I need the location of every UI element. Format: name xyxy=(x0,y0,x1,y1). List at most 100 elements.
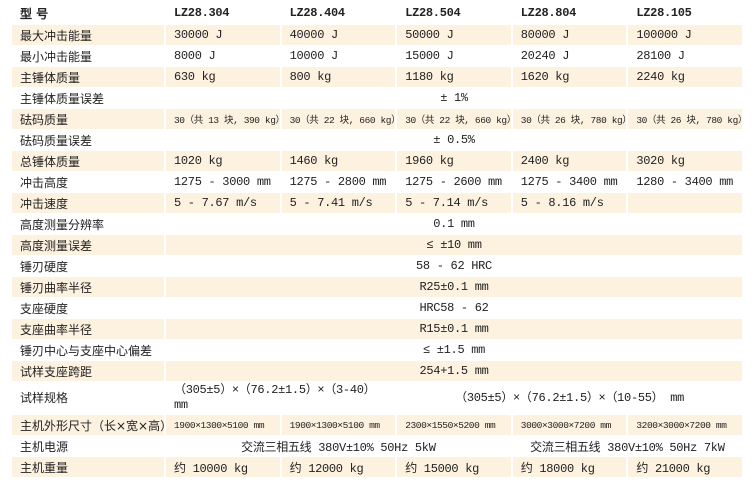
model-lz28-304: LZ28.304 xyxy=(174,6,230,20)
spec-value: 3200×3000×7200 mm xyxy=(628,415,742,435)
spec-label: 冲击速度 xyxy=(12,193,164,213)
spec-row: 主锤体质量误差 ± 1% xyxy=(12,88,742,108)
spec-value: 1275 - 2800 mm xyxy=(289,175,387,189)
spec-value xyxy=(628,193,742,213)
spec-row: 支座硬度 HRC58 - 62 xyxy=(12,298,742,318)
spec-value: （305±5）×（76.2±1.5）×（3-40） mm xyxy=(174,383,376,412)
spec-row: 最小冲击能量 8000 J 10000 J 15000 J 20240 J 28100 J xyxy=(12,46,742,66)
spec-label: 支座曲率半径 xyxy=(12,319,164,339)
spec-label: 主机电源 xyxy=(20,439,69,454)
model-lz28-804: LZ28.804 xyxy=(520,6,577,20)
spec-row: 锤刃硬度 58 - 62 HRC xyxy=(12,256,742,276)
spec-value: 100000 J xyxy=(628,25,742,45)
spec-value: 30（共 22 块, 660 kg） xyxy=(281,109,396,129)
spec-row: 砝码质量 30（共 13 块, 390 kg） 30（共 22 块, 660 kg）… xyxy=(12,109,742,129)
spec-value: ± 1% xyxy=(440,91,468,105)
spec-value: 20240 J xyxy=(520,49,570,63)
spec-row: 高度测量误差 ≤ ±10 mm xyxy=(12,235,742,255)
spec-row: 主机重量约 10000 kg 约 12000 kg 约 15000 kg 约 1800… xyxy=(12,457,742,477)
model-lz28-504: LZ28.504 xyxy=(405,6,461,20)
spec-value: 30（共 13 块, 390 kg） xyxy=(166,109,280,129)
spec-value: 5 - 7.41 m/s xyxy=(281,193,396,213)
spec-value: 交流三相五线 380V±10% 50Hz 7kW xyxy=(530,440,725,455)
spec-label: 最大冲击能量 xyxy=(12,25,164,45)
spec-row: 冲击高度 1275 - 3000 mm 1275 - 2800 mm 1275 - 2… xyxy=(12,172,742,192)
spec-value: 1275 - 3000 mm xyxy=(174,175,271,189)
spec-value: ± 0.5% xyxy=(433,133,475,147)
spec-label: 主锤体质量误差 xyxy=(20,91,105,106)
spec-value: 800 kg xyxy=(281,67,396,87)
spec-value: R25±0.1 mm xyxy=(166,277,742,297)
spec-value: 1620 kg xyxy=(512,67,627,87)
spec-value: 交流三相五线 380V±10% 50Hz 5kW xyxy=(241,440,436,455)
spec-label: 主锤体质量 xyxy=(12,67,164,87)
spec-value: 30（共 26 块, 780 kg） xyxy=(628,109,742,129)
spec-row: 冲击速度 5 - 7.67 m/s 5 - 7.41 m/s 5 - 7.14 m/s… xyxy=(12,193,742,213)
spec-value: 5 - 7.67 m/s xyxy=(166,193,280,213)
spec-value: 约 21000 kg xyxy=(628,457,742,477)
spec-value: 1960 kg xyxy=(397,151,511,171)
spec-row: 锤刃曲率半径 R25±0.1 mm xyxy=(12,277,742,297)
spec-value: HRC58 - 62 xyxy=(419,301,489,315)
spec-value: ≤ ±1.5 mm xyxy=(422,343,486,357)
spec-value: 40000 J xyxy=(281,25,396,45)
spec-value: 2240 kg xyxy=(628,67,742,87)
model-lz28-105: LZ28.105 xyxy=(636,6,692,20)
spec-label: 总锤体质量 xyxy=(12,151,164,171)
spec-value: ≤ ±10 mm xyxy=(166,235,742,255)
spec-label: 主机外形尺寸（长×宽×高） xyxy=(12,415,164,435)
spec-value: 1275 - 3400 mm xyxy=(520,175,618,189)
spec-value: 1900×1300×5100 mm xyxy=(281,415,396,435)
spec-value: 5 - 8.16 m/s xyxy=(512,193,627,213)
spec-label: 试样规格 xyxy=(20,390,69,405)
spec-value: 8000 J xyxy=(174,49,216,63)
spec-label: 主机重量 xyxy=(12,457,164,477)
spec-row: 主机电源 交流三相五线 380V±10% 50Hz 5kW 交流三相五线 380V±… xyxy=(12,436,742,456)
spec-value: 2400 kg xyxy=(512,151,627,171)
spec-value: 30000 J xyxy=(166,25,280,45)
spec-row: 砝码质量误差 ± 0.5% xyxy=(12,130,742,150)
spec-value: 58 - 62 HRC xyxy=(416,259,492,273)
spec-row: 总锤体质量 1020 kg 1460 kg 1960 kg 2400 kg 3020 kg xyxy=(12,151,742,171)
model-lz28-404: LZ28.404 xyxy=(289,6,346,20)
spec-label: 最小冲击能量 xyxy=(20,49,93,64)
spec-value: R15±0.1 mm xyxy=(166,319,742,339)
spec-value: 28100 J xyxy=(636,49,685,63)
spec-value: 约 10000 kg xyxy=(166,457,280,477)
spec-value: 3000×3000×7200 mm xyxy=(512,415,627,435)
spec-value: 1275 - 2600 mm xyxy=(405,175,502,189)
spec-label: 高度测量误差 xyxy=(12,235,164,255)
spec-value: 1460 kg xyxy=(281,151,396,171)
spec-label: 锤刃中心与支座中心偏差 xyxy=(20,343,153,358)
spec-value: 30（共 26 块, 780 kg） xyxy=(512,109,627,129)
spec-value: 254+1.5 mm xyxy=(166,361,742,381)
header-row: 型 号 LZ28.304 LZ28.404 LZ28.504 LZ28.804 … xyxy=(12,2,742,24)
spec-label: 支座硬度 xyxy=(20,301,69,316)
spec-row: 高度测量分辨率 0.1 mm xyxy=(12,214,742,234)
spec-label: 高度测量分辨率 xyxy=(20,217,105,232)
spec-label: 砝码质量 xyxy=(12,109,164,129)
spec-value: 0.1 mm xyxy=(433,217,475,231)
spec-value: 1020 kg xyxy=(166,151,280,171)
spec-row: 锤刃中心与支座中心偏差 ≤ ±1.5 mm xyxy=(12,340,742,360)
spec-value: 3020 kg xyxy=(628,151,742,171)
spec-value: 约 18000 kg xyxy=(512,457,627,477)
spec-row: 主机外形尺寸（长×宽×高） 1900×1300×5100 mm 1900×1300×… xyxy=(12,415,742,435)
spec-value: 约 12000 kg xyxy=(281,457,396,477)
spec-value: 2300×1550×5200 mm xyxy=(397,415,511,435)
spec-value: 15000 J xyxy=(405,49,454,63)
spec-value: 1280 - 3400 mm xyxy=(636,175,733,189)
spec-value: 1180 kg xyxy=(397,67,511,87)
spec-row: 主锤体质量 630 kg 800 kg 1180 kg 1620 kg 2240 kg xyxy=(12,67,742,87)
spec-value: （305±5）×（76.2±1.5）×（10-55） mm xyxy=(455,390,685,405)
spec-row: 最大冲击能量 30000 J 40000 J 50000 J 80000 J 100000… xyxy=(12,25,742,45)
spec-value: 1900×1300×5100 mm xyxy=(166,415,280,435)
spec-value: 30（共 22 块, 660 kg） xyxy=(397,109,511,129)
spec-label: 砝码质量误差 xyxy=(20,133,93,148)
spec-label: 试样支座跨距 xyxy=(12,361,164,381)
spec-label: 锤刃硬度 xyxy=(20,259,69,274)
spec-row: 试样支座跨距 254+1.5 mm xyxy=(12,361,742,381)
spec-value: 630 kg xyxy=(166,67,280,87)
spec-row: 支座曲率半径 R15±0.1 mm xyxy=(12,319,742,339)
spec-value: 约 15000 kg xyxy=(397,457,511,477)
